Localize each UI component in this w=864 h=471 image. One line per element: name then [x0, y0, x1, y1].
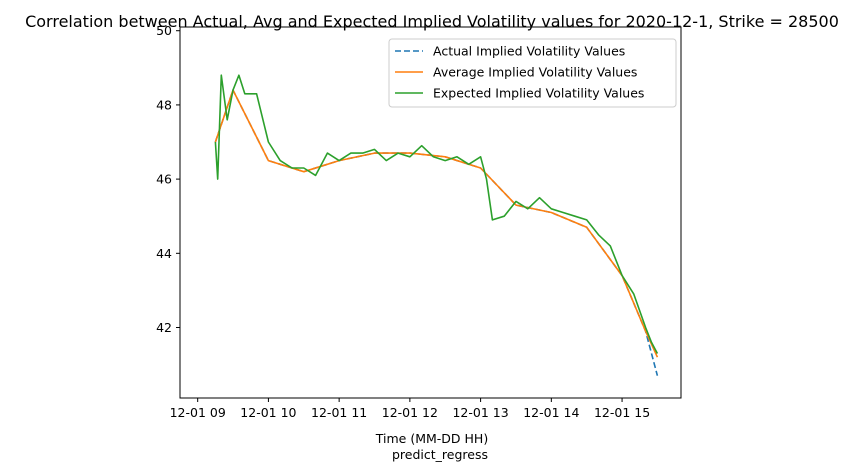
legend-label: Actual Implied Volatility Values: [433, 44, 625, 59]
plot-frame: [179, 26, 682, 399]
legend-label: Average Implied Volatility Values: [433, 65, 637, 80]
x-axis-label: Time (MM-DD HH): [375, 431, 488, 446]
x-tick-label: 12-01 14: [523, 405, 579, 420]
legend: Actual Implied Volatility Values Average …: [388, 38, 677, 108]
x-axis: 12-01 09 12-01 10 12-01 11 12-01 12 12-01 13…: [170, 398, 650, 420]
x-tick-label: 12-01 12: [382, 405, 438, 420]
plot-lines: [214, 74, 659, 376]
x-tick-label: 12-01 10: [240, 405, 296, 420]
y-tick-label: 44: [156, 246, 172, 261]
y-tick-label: 48: [156, 97, 172, 112]
y-tick-label: 46: [156, 172, 172, 187]
x-tick-label: 12-01 15: [594, 405, 650, 420]
legend-label: Expected Implied Volatility Values: [433, 86, 644, 101]
y-tick-label: 50: [156, 23, 172, 38]
x-axis-sublabel: predict_regress: [392, 447, 488, 462]
legend-box: [388, 38, 677, 108]
x-tick-label: 12-01 09: [170, 405, 226, 420]
x-tick-label: 12-01 11: [311, 405, 367, 420]
y-tick-label: 42: [156, 320, 172, 335]
series-line-1: [214, 89, 659, 358]
x-tick-label: 12-01 13: [452, 405, 508, 420]
series-line-2: [214, 74, 659, 354]
chart-title: Correlation between Actual, Avg and Expe…: [25, 12, 839, 31]
y-axis: 42 44 46 48 50: [156, 23, 180, 335]
